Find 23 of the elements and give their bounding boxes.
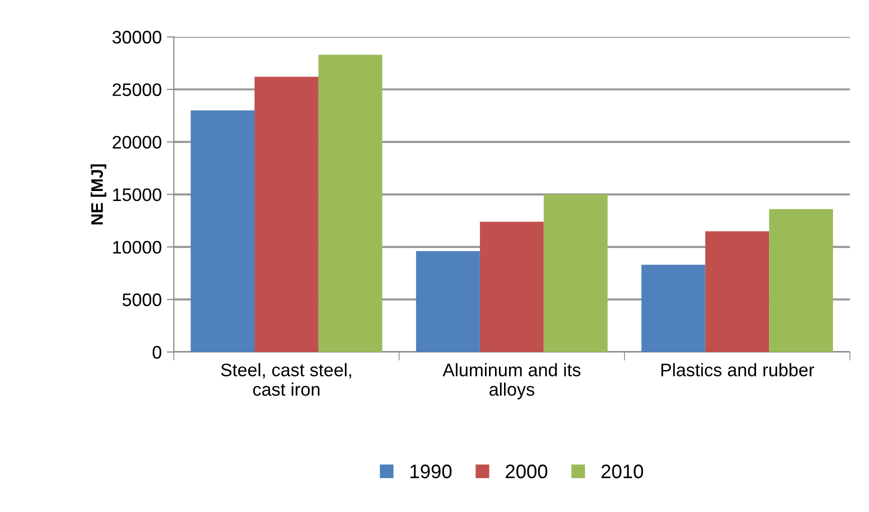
- bar: [318, 54, 382, 352]
- bar: [480, 222, 544, 352]
- bar: [254, 76, 318, 352]
- bar: [544, 194, 608, 352]
- bar: [641, 264, 706, 352]
- y-axis-title: NE [MJ]: [90, 164, 106, 224]
- legend-label: 2000: [506, 464, 548, 478]
- y-tick-label: 10000: [113, 240, 162, 254]
- y-tick-label: 25000: [112, 83, 162, 96]
- bar: [769, 209, 833, 352]
- y-tick-label: 0: [152, 346, 162, 359]
- x-tick-label: Steel, cast steel, cast iron: [221, 363, 352, 396]
- bar: [416, 251, 480, 352]
- y-tick-label: 30000: [112, 30, 162, 44]
- x-tick-label: Aluminum and its alloys: [442, 363, 580, 400]
- legend-label: 2010: [602, 464, 644, 478]
- bar: [190, 110, 255, 352]
- bar: [705, 231, 770, 352]
- legend-label: 1990: [410, 464, 452, 478]
- x-tick-label: Plastics and rubber: [661, 363, 814, 376]
- y-tick-label: 15000: [113, 188, 162, 202]
- y-tick-label: 5000: [122, 293, 162, 306]
- y-tick-label: 20000: [112, 136, 162, 149]
